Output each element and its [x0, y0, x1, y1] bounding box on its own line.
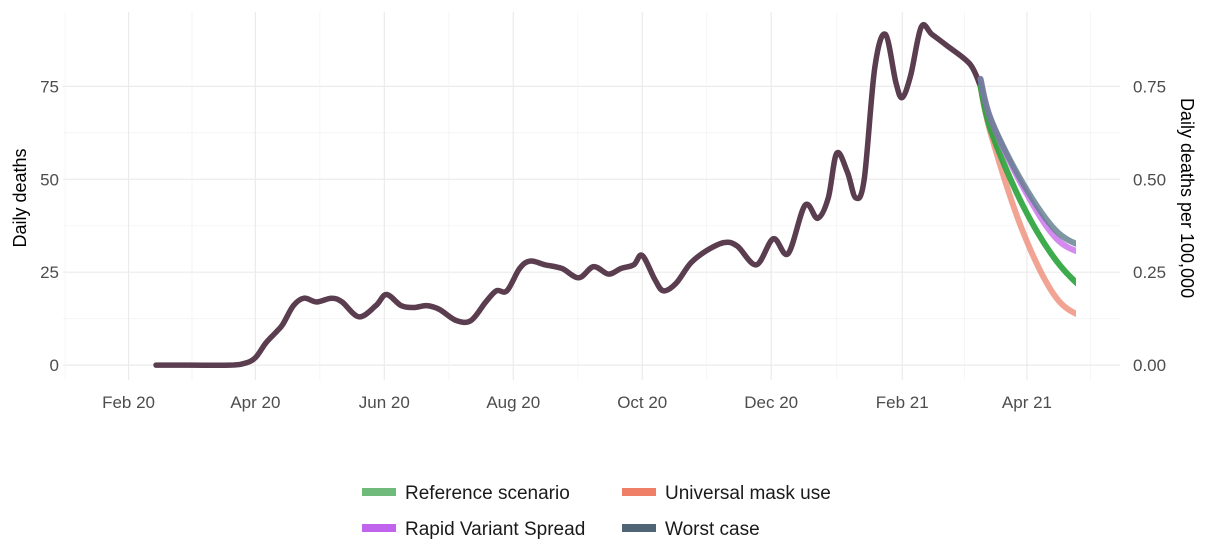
- grid-lines: [63, 12, 1120, 380]
- historical-line: [153, 21, 984, 369]
- y-right-tick-label: 0.50: [1133, 170, 1166, 189]
- y-axis-left-ticks: 0 25 50 75: [40, 77, 59, 375]
- x-tick-label: Feb 21: [876, 393, 929, 412]
- y-left-tick-label: 50: [40, 170, 59, 189]
- legend-label-universal-mask-use: Universal mask use: [665, 483, 831, 504]
- x-tick-label: Apr 20: [230, 393, 280, 412]
- reference-scenario-line: [977, 83, 1076, 287]
- x-tick-label: Oct 20: [617, 393, 667, 412]
- y-left-tick-label: 25: [40, 263, 59, 282]
- y-right-tick-label: 0.75: [1133, 77, 1166, 96]
- legend-swatch-reference-scenario: [362, 488, 396, 496]
- legend-swatch-universal-mask-use: [622, 488, 656, 496]
- x-tick-label: Jun 20: [359, 393, 410, 412]
- legend-swatch-worst-case: [622, 524, 656, 532]
- y-left-tick-label: 0: [50, 356, 59, 375]
- y-right-tick-label: 0.25: [1133, 263, 1166, 282]
- y-axis-right-title: Daily deaths per 100,000: [1177, 98, 1197, 298]
- legend: Reference scenario Universal mask use Rapi…: [362, 483, 831, 539]
- y-right-tick-label: 0.00: [1133, 356, 1166, 375]
- x-tick-label: Dec 20: [744, 393, 798, 412]
- legend-label-worst-case: Worst case: [665, 519, 760, 539]
- legend-label-rapid-variant-spread: Rapid Variant Spread: [405, 519, 585, 539]
- legend-label-reference-scenario: Reference scenario: [405, 483, 570, 504]
- x-tick-label: Aug 20: [486, 393, 540, 412]
- y-axis-right-ticks: 0.00 0.25 0.50 0.75: [1133, 77, 1166, 375]
- series-lines: [153, 21, 1076, 369]
- x-tick-label: Apr 21: [1002, 393, 1052, 412]
- worst-case-line: [977, 75, 1076, 247]
- y-axis-left-title: Daily deaths: [10, 148, 30, 247]
- legend-swatch-rapid-variant-spread: [362, 524, 396, 532]
- universal-mask-use-line: [977, 83, 1076, 318]
- x-tick-label: Feb 20: [102, 393, 155, 412]
- x-axis-ticks: Feb 20 Apr 20 Jun 20 Aug 20 Oct 20 Dec 20 Feb …: [102, 393, 1052, 412]
- y-left-tick-label: 75: [40, 77, 59, 96]
